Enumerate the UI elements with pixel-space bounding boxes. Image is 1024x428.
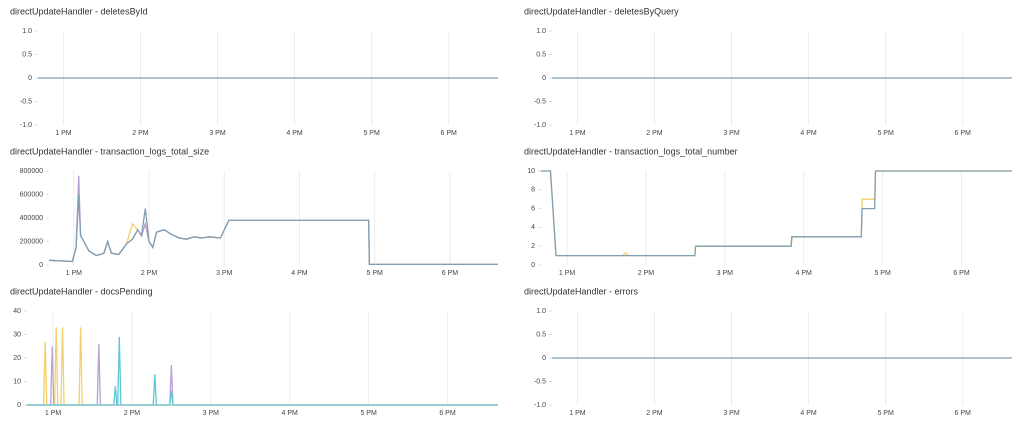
y-tick-label: 30	[13, 331, 21, 338]
y-tick-label: 200000	[20, 238, 43, 245]
panel-title: directUpdateHandler - errors	[524, 286, 639, 296]
y-tick-label: -1.0	[534, 122, 546, 129]
panel-title: directUpdateHandler - deletesById	[10, 6, 148, 16]
y-tick-label: 1.0	[22, 28, 32, 35]
x-tick-label: 2 PM	[132, 130, 149, 137]
y-tick-label: 2	[531, 243, 535, 250]
x-tick-label: 2 PM	[646, 410, 663, 417]
y-tick-label: 0.5	[536, 331, 546, 338]
y-tick-label: 400000	[20, 215, 43, 222]
x-tick-label: 5 PM	[877, 410, 894, 417]
x-tick-label: 5 PM	[360, 410, 377, 417]
x-tick-label: 1 PM	[45, 410, 62, 417]
y-tick-label: 0	[542, 75, 546, 82]
x-tick-label: 5 PM	[366, 270, 383, 277]
x-tick-label: 4 PM	[800, 410, 817, 417]
x-tick-label: 2 PM	[646, 130, 663, 137]
x-tick-label: 1 PM	[66, 270, 83, 277]
y-tick-label: 0	[17, 402, 21, 409]
x-tick-label: 1 PM	[569, 130, 586, 137]
y-tick-label: -1.0	[20, 122, 32, 129]
y-tick-label: 0.5	[536, 51, 546, 58]
y-tick-label: 6	[531, 205, 535, 212]
y-tick-label: 0	[531, 262, 535, 269]
x-tick-label: 4 PM	[291, 270, 308, 277]
x-tick-label: 4 PM	[282, 410, 299, 417]
x-tick-label: 2 PM	[124, 410, 141, 417]
panel-title: directUpdateHandler - docsPending	[10, 286, 153, 296]
x-tick-label: 4 PM	[800, 130, 817, 137]
x-tick-label: 1 PM	[559, 270, 576, 277]
x-tick-label: 6 PM	[955, 410, 972, 417]
y-tick-label: -1.0	[534, 402, 546, 409]
x-tick-label: 4 PM	[796, 270, 813, 277]
x-tick-label: 1 PM	[55, 130, 72, 137]
y-tick-label: 0	[542, 355, 546, 362]
x-tick-label: 3 PM	[723, 410, 740, 417]
x-tick-label: 3 PM	[203, 410, 220, 417]
x-tick-label: 5 PM	[874, 270, 891, 277]
x-tick-label: 3 PM	[717, 270, 734, 277]
series-line	[27, 343, 498, 406]
series-line	[541, 170, 1012, 257]
x-tick-label: 3 PM	[216, 270, 233, 277]
x-tick-label: 6 PM	[955, 130, 972, 137]
series-line	[541, 170, 1012, 257]
series-line	[48, 194, 498, 266]
x-tick-label: 2 PM	[638, 270, 655, 277]
x-tick-label: 5 PM	[363, 130, 380, 137]
y-tick-label: 20	[13, 355, 21, 362]
x-tick-label: 3 PM	[723, 130, 740, 137]
y-tick-label: 0.5	[22, 51, 32, 58]
y-tick-label: 0	[39, 262, 43, 269]
x-tick-label: 1 PM	[569, 410, 586, 417]
panel-title: directUpdateHandler - deletesByQuery	[524, 6, 679, 16]
y-tick-label: 40	[13, 308, 21, 315]
x-tick-label: 6 PM	[953, 270, 970, 277]
y-tick-label: 800000	[20, 168, 43, 175]
x-tick-label: 6 PM	[442, 270, 459, 277]
y-tick-label: 10	[13, 378, 21, 385]
x-tick-label: 4 PM	[286, 130, 303, 137]
y-tick-label: 1.0	[536, 28, 546, 35]
y-tick-label: -0.5	[534, 98, 546, 105]
x-tick-label: 5 PM	[877, 130, 894, 137]
y-tick-label: -0.5	[20, 98, 32, 105]
y-tick-label: 0	[28, 75, 32, 82]
y-tick-label: 1.0	[536, 308, 546, 315]
y-tick-label: 10	[527, 168, 535, 175]
panel-title: directUpdateHandler - transaction_logs_t…	[10, 146, 209, 156]
y-tick-label: -0.5	[534, 378, 546, 385]
x-tick-label: 2 PM	[141, 270, 158, 277]
y-tick-label: 600000	[20, 191, 43, 198]
x-tick-label: 6 PM	[439, 410, 456, 417]
y-tick-label: 4	[531, 224, 535, 231]
panel-title: directUpdateHandler - transaction_logs_t…	[524, 146, 738, 156]
x-tick-label: 6 PM	[441, 130, 458, 137]
series-line	[27, 336, 498, 406]
x-tick-label: 3 PM	[209, 130, 226, 137]
y-tick-label: 8	[531, 187, 535, 194]
